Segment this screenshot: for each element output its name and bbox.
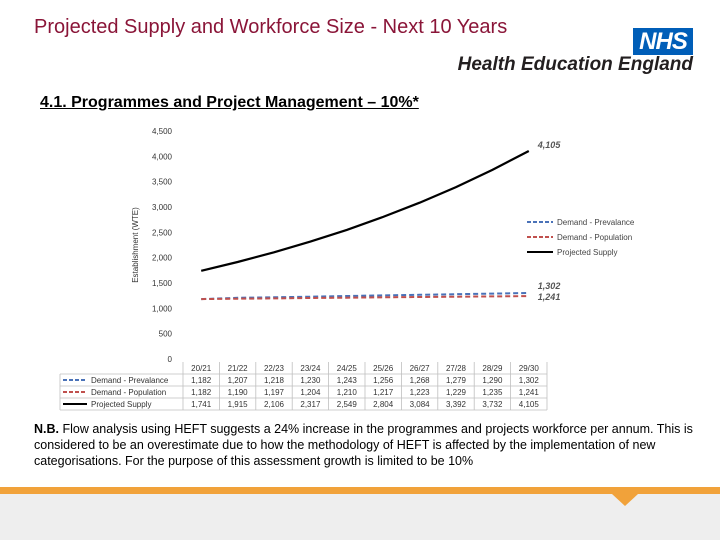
data-table-cell: 2,106 bbox=[264, 400, 285, 409]
footer-notch bbox=[612, 494, 638, 506]
data-table-cell: 1,204 bbox=[300, 388, 321, 397]
data-table-cell: 1,229 bbox=[446, 388, 467, 397]
data-table-cell: 1,256 bbox=[373, 376, 394, 385]
x-tick-label: 24/25 bbox=[337, 364, 358, 373]
data-table-cell: 1,235 bbox=[482, 388, 503, 397]
end-value-label: 4,105 bbox=[537, 140, 562, 150]
y-tick-label: 1,000 bbox=[152, 304, 173, 313]
x-tick-label: 23/24 bbox=[300, 364, 321, 373]
organisation-name: Health Education England bbox=[457, 54, 693, 75]
data-table-cell: 1,741 bbox=[191, 400, 212, 409]
end-value-label: 1,302 bbox=[538, 281, 561, 291]
data-table-cell: 3,732 bbox=[482, 400, 503, 409]
data-table-cell: 1,230 bbox=[300, 376, 321, 385]
data-table-cell: 1,182 bbox=[191, 388, 212, 397]
data-table-cell: 1,190 bbox=[228, 388, 249, 397]
y-tick-label: 4,000 bbox=[152, 152, 173, 161]
x-tick-label: 27/28 bbox=[446, 364, 467, 373]
data-table-cell: 1,210 bbox=[337, 388, 358, 397]
page-title: Projected Supply and Workforce Size - Ne… bbox=[34, 16, 508, 38]
x-tick-label: 22/23 bbox=[264, 364, 285, 373]
x-tick-label: 25/26 bbox=[373, 364, 394, 373]
section-subtitle: 4.1. Programmes and Project Management –… bbox=[40, 94, 419, 111]
data-table-cell: 1,302 bbox=[519, 376, 540, 385]
data-table-cell: 3,392 bbox=[446, 400, 467, 409]
series-line-2 bbox=[201, 295, 529, 301]
data-table-cell: 2,804 bbox=[373, 400, 394, 409]
x-tick-label: 29/30 bbox=[519, 364, 540, 373]
data-table-cell: 1,217 bbox=[373, 388, 394, 397]
x-tick-label: 20/21 bbox=[191, 364, 212, 373]
x-tick-label: 21/22 bbox=[228, 364, 249, 373]
y-tick-label: 3,000 bbox=[152, 203, 173, 212]
series-line-3 bbox=[200, 150, 530, 272]
end-value-label: 1,241 bbox=[538, 292, 561, 302]
data-table-cell: 1,915 bbox=[228, 400, 249, 409]
data-table-cell: 2,317 bbox=[300, 400, 321, 409]
y-tick-label: 500 bbox=[159, 330, 173, 339]
data-table-cell: 1,290 bbox=[482, 376, 503, 385]
y-tick-label: 3,500 bbox=[152, 178, 173, 187]
table-row-label: Demand - Prevalance bbox=[91, 376, 169, 385]
data-table-cell: 1,241 bbox=[519, 388, 540, 397]
footer-background bbox=[0, 494, 720, 540]
x-tick-label: 28/29 bbox=[482, 364, 503, 373]
legend-label: Projected Supply bbox=[557, 248, 617, 257]
data-table-cell: 3,084 bbox=[410, 400, 431, 409]
table-row-label: Projected Supply bbox=[91, 400, 151, 409]
data-table-cell: 1,279 bbox=[446, 376, 467, 385]
table-row-label: Demand - Population bbox=[91, 388, 166, 397]
y-tick-label: 0 bbox=[168, 355, 173, 364]
series-line-1 bbox=[201, 292, 529, 301]
y-tick-label: 2,500 bbox=[152, 228, 173, 237]
footer-band bbox=[0, 487, 720, 494]
y-tick-label: 1,500 bbox=[152, 279, 173, 288]
data-table-cell: 4,105 bbox=[519, 400, 540, 409]
data-table-cell: 1,243 bbox=[337, 376, 358, 385]
x-tick-label: 26/27 bbox=[410, 364, 431, 373]
data-table-cell: 1,207 bbox=[228, 376, 249, 385]
data-table-cell: 1,268 bbox=[410, 376, 431, 385]
legend-label: Demand - Population bbox=[557, 233, 632, 242]
data-table-cell: 1,182 bbox=[191, 376, 212, 385]
y-axis-label: Establishment (WTE) bbox=[131, 207, 140, 283]
legend-label: Demand - Prevalance bbox=[557, 218, 635, 227]
y-tick-label: 2,000 bbox=[152, 254, 173, 263]
nhs-logo: NHS bbox=[633, 28, 693, 55]
note-prefix: N.B. bbox=[34, 422, 59, 436]
data-table-cell: 1,197 bbox=[264, 388, 285, 397]
data-table-cell: 1,223 bbox=[410, 388, 431, 397]
note-paragraph: N.B. Flow analysis using HEFT suggests a… bbox=[34, 421, 694, 469]
data-table-cell: 1,218 bbox=[264, 376, 285, 385]
y-tick-label: 4,500 bbox=[152, 127, 173, 136]
data-table-cell: 2,549 bbox=[337, 400, 358, 409]
note-text: Flow analysis using HEFT suggests a 24% … bbox=[34, 422, 693, 468]
